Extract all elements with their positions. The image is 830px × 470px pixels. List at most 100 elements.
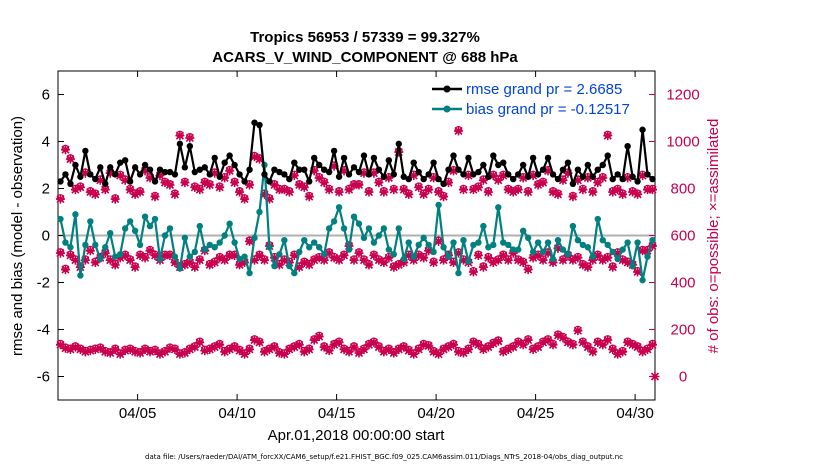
obs-assimilated-middle-point (334, 255, 344, 265)
rmse-point (355, 168, 363, 176)
rmse-point (246, 166, 253, 173)
rmse-point (112, 171, 119, 178)
obs-assimilated-lower-point (598, 340, 608, 350)
obs-assimilated-middle-point (205, 260, 215, 270)
bias-point (315, 244, 323, 251)
obs-assimilated-middle-point (623, 258, 633, 268)
rmse-point (380, 173, 388, 180)
rmse-point (261, 171, 268, 178)
obs-assimilated-middle-point (538, 255, 548, 265)
bias-point (107, 229, 114, 237)
x-tick-label: 04/30 (616, 405, 654, 422)
bias-point (311, 239, 318, 246)
bias-point (415, 241, 422, 249)
obs-assimilated-lower-point (518, 340, 528, 350)
obs-assimilated-lower-point (160, 347, 170, 357)
legend: rmse grand pr = 2.6685 bias grand pr = -… (428, 77, 648, 123)
obs-assimilated-upper-point (409, 171, 419, 181)
left-y-tick-label: 2 (42, 181, 50, 198)
obs-assimilated-upper-point (254, 154, 264, 164)
obs-assimilated-lower-point (264, 344, 274, 354)
obs-assimilated-middle-point (165, 250, 175, 260)
rmse-point (301, 166, 308, 173)
obs-assimilated-lower-point (314, 332, 324, 342)
bias-point (519, 227, 527, 234)
obs-assimilated-upper-point (444, 178, 454, 188)
rmse-series (57, 119, 656, 187)
bias-point (325, 225, 333, 232)
bias-point (156, 255, 164, 263)
obs-assimilated-lower-point (453, 347, 463, 357)
obs-assimilated-middle-point (245, 236, 255, 246)
bias-point (57, 215, 64, 223)
obs-assimilated-middle-point (130, 262, 140, 272)
obs-assimilated-lower-point (205, 344, 215, 354)
obs-assimilated-lower-point (70, 342, 80, 352)
bias-point (425, 241, 432, 249)
bias-point (435, 201, 442, 209)
obs-assimilated-upper-point (518, 173, 528, 183)
obs-assimilated-middle-point (449, 258, 459, 268)
obs-assimilated-lower-point (175, 349, 185, 359)
obs-assimilated-middle-point (349, 255, 359, 265)
bias-point (380, 225, 388, 232)
obs-assimilated-middle-point (60, 265, 70, 275)
bias-point (490, 241, 497, 249)
bias-point (330, 218, 338, 225)
rmse-point (241, 178, 248, 185)
obs-assimilated-middle-point (548, 258, 558, 268)
bias-point (72, 211, 79, 218)
obs-assimilated-lower-point (384, 344, 394, 354)
obs-assimilated-upper-point (429, 173, 439, 183)
obs-assimilated-lower-point (503, 344, 513, 354)
legend-bias-label: bias grand pr = -0.12517 (466, 101, 630, 118)
rmse-point (320, 166, 328, 173)
obs-assimilated-lower-point (618, 347, 628, 357)
bias-point (281, 237, 288, 244)
obs-assimilated-middle-point (453, 248, 463, 258)
rmse-point (619, 175, 626, 183)
obs-assimilated-lower-point (65, 344, 75, 354)
obs-assimilated-upper-point (553, 189, 563, 199)
obs-assimilated-middle-point (160, 250, 170, 260)
obs-assimilated-middle-point (309, 255, 319, 265)
rmse-point (455, 166, 462, 173)
rmse-point (330, 147, 338, 155)
obs-assimilated-upper-point (449, 166, 459, 176)
bias-point (440, 244, 447, 251)
obs-assimilated-upper-point (195, 185, 205, 195)
obs-assimilated-middle-point (389, 262, 399, 272)
obs-assimilated-lower-point (274, 348, 284, 358)
obs-assimilated-middle-point (359, 255, 369, 265)
obs-assimilated-upper-point (623, 173, 633, 183)
obs-assimilated-middle-point (518, 258, 528, 268)
right-y-tick-label: 400 (670, 275, 695, 292)
obs-assimilated-middle-point (404, 250, 414, 260)
obs-assimilated-lower-point (180, 348, 190, 358)
obs-assimilated-middle-point (274, 260, 284, 270)
rmse-point (490, 152, 497, 159)
obs-assimilated-lower-point (523, 335, 533, 345)
obs-assimilated-middle-point (503, 255, 513, 265)
data-file-footer: data file: /Users/raeder/DAI/ATM_forcXX/… (145, 453, 623, 461)
obs-assimilated-middle-point (235, 260, 245, 270)
obs-assimilated-lower-point (389, 348, 399, 358)
bias-point (629, 262, 636, 270)
obs-assimilated-lower-point (608, 344, 618, 354)
obs-assimilated-middle-point (379, 258, 389, 268)
right-y-tick-label: 600 (670, 228, 695, 245)
obs-assimilated-middle-point (593, 250, 603, 260)
obs-assimilated-upper-point (344, 185, 354, 195)
obs-assimilated-middle-point (180, 260, 190, 270)
legend-rmse-label: rmse grand pr = 2.6685 (466, 81, 622, 98)
obs-assimilated-lower-point (329, 340, 339, 350)
obs-assimilated-middle-point (125, 255, 135, 265)
obs-count-markers (55, 125, 660, 381)
rmse-point (544, 154, 552, 162)
obs-assimilated-lower-point (95, 343, 105, 353)
bias-point (350, 213, 358, 220)
obs-assimilated-lower-point (289, 342, 299, 352)
rmse-point (166, 168, 174, 176)
obs-assimilated-upper-point (175, 131, 185, 141)
rmse-point (315, 161, 323, 169)
